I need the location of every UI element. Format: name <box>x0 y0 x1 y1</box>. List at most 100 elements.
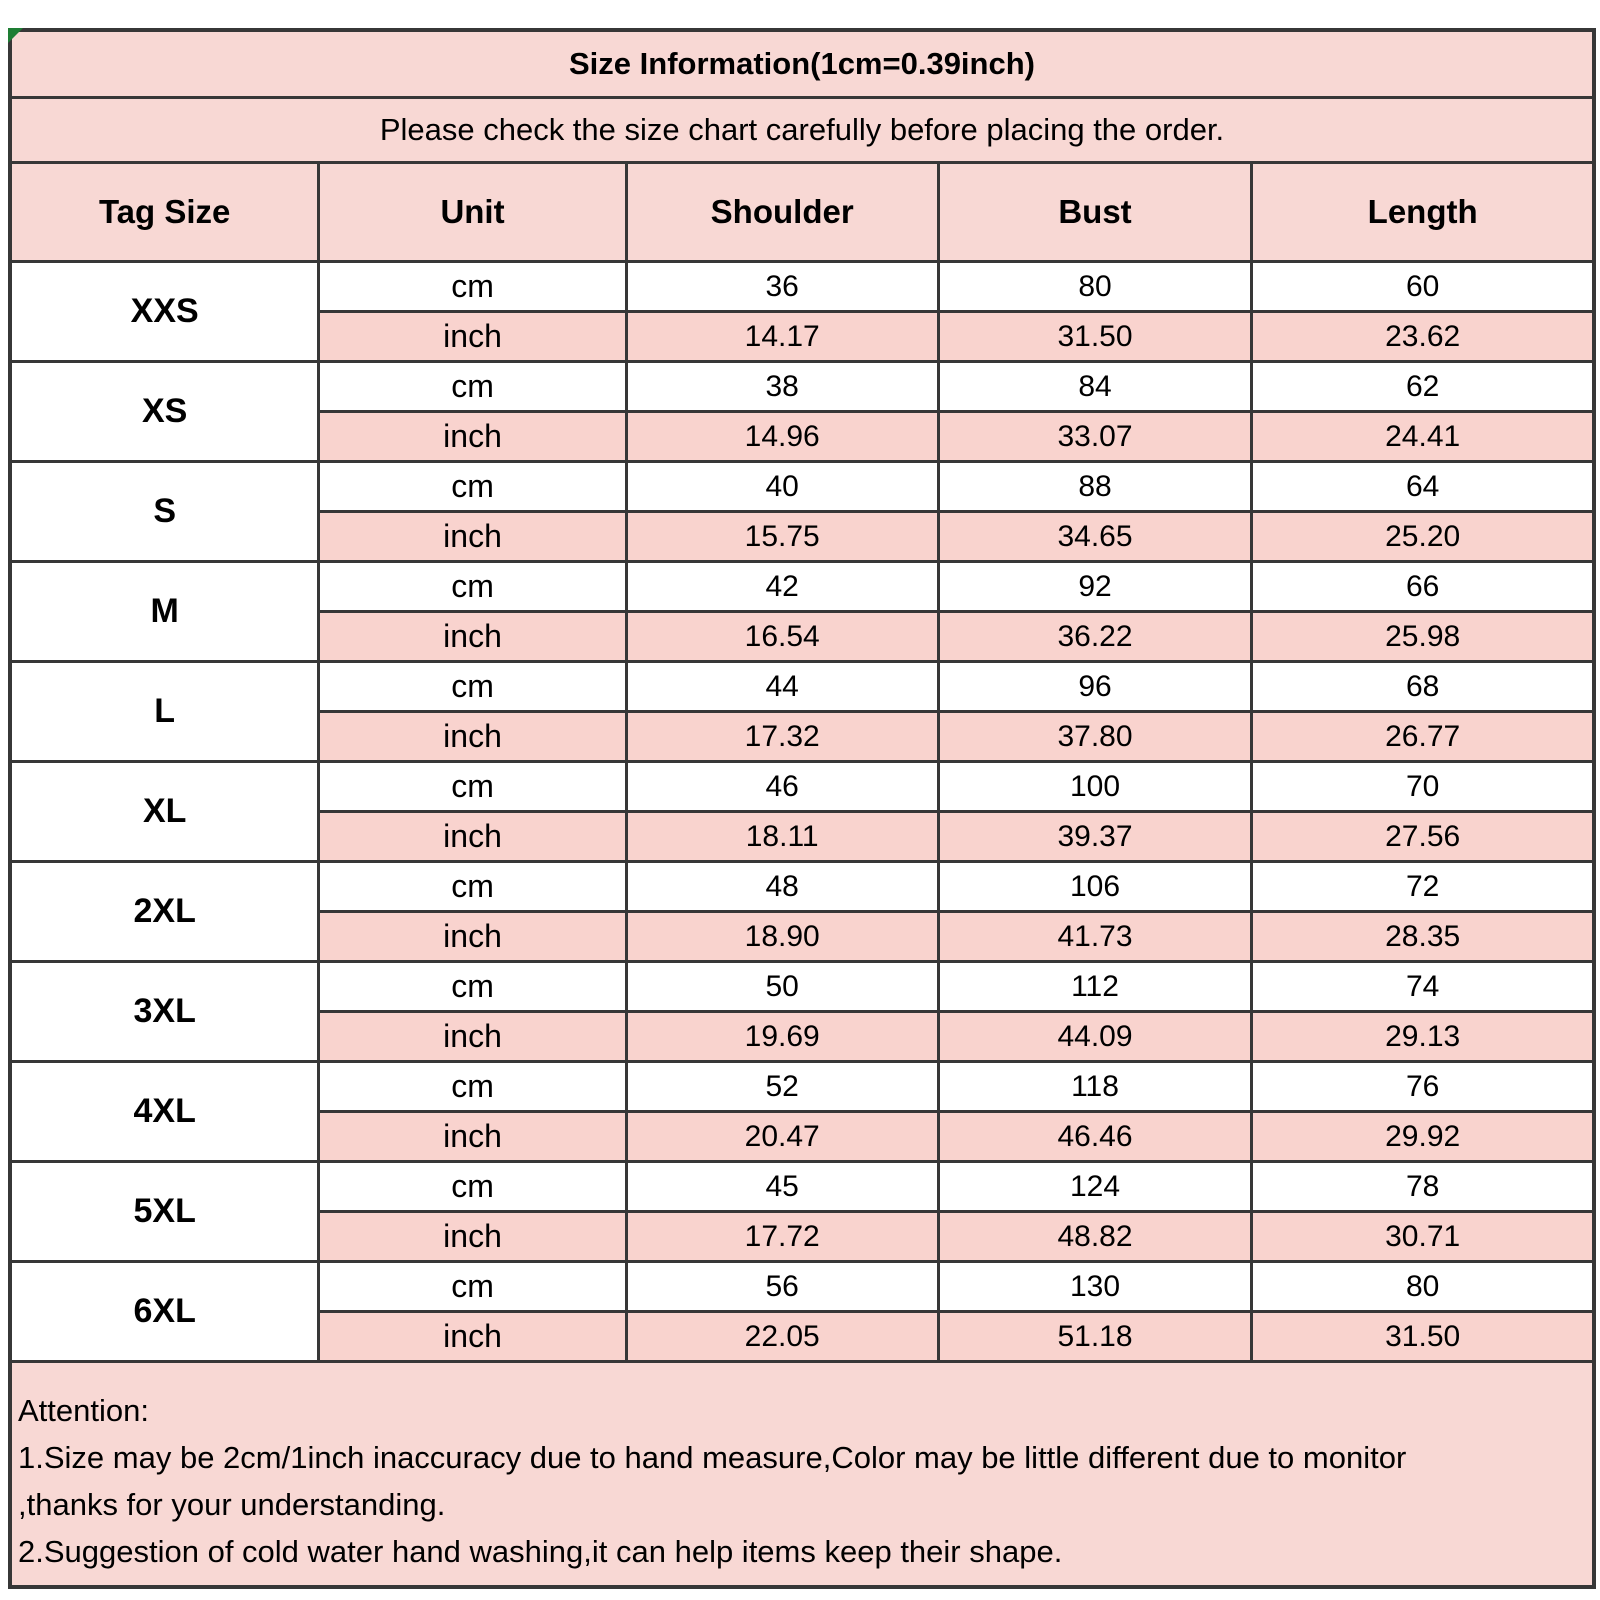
shoulder-inch-cell: 20.47 <box>624 1110 940 1163</box>
unit-inch-cell: inch <box>317 510 628 563</box>
bust-inch-cell: 31.50 <box>936 310 1254 363</box>
unit-cm-cell: cm <box>317 460 628 513</box>
shoulder-cm-cell: 40 <box>624 460 940 513</box>
length-inch-cell: 29.92 <box>1250 1110 1596 1163</box>
unit-inch-cell: inch <box>317 1210 628 1263</box>
size-row-cm: XXS cm 36 80 60 <box>8 260 1596 363</box>
shoulder-cm-cell: 45 <box>624 1160 940 1213</box>
bust-cm-cell: 124 <box>936 1160 1254 1213</box>
tag-size-cell: 6XL <box>8 1260 321 1363</box>
bust-inch-cell: 48.82 <box>936 1210 1254 1263</box>
length-cm-cell: 62 <box>1250 360 1596 413</box>
bust-cm-cell: 100 <box>936 760 1254 813</box>
title-row: Size Information(1cm=0.39inch) <box>8 28 1596 99</box>
tag-size-cell: 2XL <box>8 860 321 963</box>
size-row-inch: inch 14.17 31.50 23.62 <box>10 310 1596 363</box>
bust-cm-cell: 88 <box>936 460 1254 513</box>
size-row-inch: inch 18.11 39.37 27.56 <box>10 810 1596 863</box>
size-row-cm: L cm 44 96 68 <box>8 660 1596 763</box>
unit-cm-cell: cm <box>317 1060 628 1113</box>
shoulder-cm-cell: 48 <box>624 860 940 913</box>
tag-size-cell: 5XL <box>8 1160 321 1263</box>
length-inch-cell: 27.56 <box>1250 810 1596 863</box>
shoulder-cm-cell: 36 <box>624 260 940 313</box>
unit-cm-cell: cm <box>317 960 628 1013</box>
length-inch-cell: 25.20 <box>1250 510 1596 563</box>
length-cm-cell: 76 <box>1250 1060 1596 1113</box>
bust-inch-cell: 36.22 <box>936 610 1254 663</box>
unit-inch-cell: inch <box>317 1010 628 1063</box>
length-cm-cell: 70 <box>1250 760 1596 813</box>
bust-inch-cell: 39.37 <box>936 810 1254 863</box>
size-chart-sheet: Size Information(1cm=0.39inch) Please ch… <box>8 28 1596 1590</box>
size-row-cm: 3XL cm 50 112 74 <box>8 960 1596 1063</box>
size-row-inch: inch 20.47 46.46 29.92 <box>10 1110 1596 1163</box>
col-header-shoulder: Shoulder <box>624 161 940 263</box>
bust-inch-cell: 37.80 <box>936 710 1254 763</box>
length-inch-cell: 24.41 <box>1250 410 1596 463</box>
size-row-inch: inch 19.69 44.09 29.13 <box>10 1010 1596 1063</box>
size-row-cm: XS cm 38 84 62 <box>8 360 1596 463</box>
unit-cm-cell: cm <box>317 860 628 913</box>
shoulder-cm-cell: 42 <box>624 560 940 613</box>
bust-cm-cell: 96 <box>936 660 1254 713</box>
length-cm-cell: 66 <box>1250 560 1596 613</box>
shoulder-cm-cell: 44 <box>624 660 940 713</box>
tag-size-cell: 4XL <box>8 1060 321 1163</box>
bust-inch-cell: 51.18 <box>936 1310 1254 1363</box>
unit-inch-cell: inch <box>317 410 628 463</box>
shoulder-inch-cell: 14.17 <box>624 310 940 363</box>
shoulder-inch-cell: 22.05 <box>624 1310 940 1363</box>
tag-size-cell: S <box>8 460 321 563</box>
size-information-table: Size Information(1cm=0.39inch) Please ch… <box>8 28 1596 1590</box>
bust-inch-cell: 33.07 <box>936 410 1254 463</box>
size-row-cm: S cm 40 88 64 <box>8 460 1596 563</box>
length-inch-cell: 30.71 <box>1250 1210 1596 1263</box>
size-row-cm: 6XL cm 56 130 80 <box>8 1260 1596 1363</box>
unit-inch-cell: inch <box>317 1310 628 1363</box>
length-cm-cell: 78 <box>1250 1160 1596 1213</box>
size-row-cm: 2XL cm 48 106 72 <box>8 860 1596 963</box>
bust-cm-cell: 106 <box>936 860 1254 913</box>
attention-row: Attention: 1.Size may be 2cm/1inch inacc… <box>8 1360 1596 1589</box>
attention-line-2: ,thanks for your understanding. <box>18 1487 446 1523</box>
bust-cm-cell: 112 <box>936 960 1254 1013</box>
length-cm-cell: 72 <box>1250 860 1596 913</box>
size-row-cm: 5XL cm 45 124 78 <box>8 1160 1596 1263</box>
bust-cm-cell: 92 <box>936 560 1254 613</box>
length-cm-cell: 74 <box>1250 960 1596 1013</box>
size-row-inch: inch 14.96 33.07 24.41 <box>10 410 1596 463</box>
length-cm-cell: 64 <box>1250 460 1596 513</box>
size-row-inch: inch 18.90 41.73 28.35 <box>10 910 1596 963</box>
unit-cm-cell: cm <box>317 360 628 413</box>
attention-line-3: 2.Suggestion of cold water hand washing,… <box>18 1534 1063 1570</box>
bust-inch-cell: 34.65 <box>936 510 1254 563</box>
col-header-tag-size: Tag Size <box>8 161 321 263</box>
bust-cm-cell: 118 <box>936 1060 1254 1113</box>
table-header-row: Tag Size Unit Shoulder Bust Length <box>8 161 1596 263</box>
shoulder-inch-cell: 18.90 <box>624 910 940 963</box>
size-row-cm: M cm 42 92 66 <box>8 560 1596 663</box>
shoulder-inch-cell: 15.75 <box>624 510 940 563</box>
col-header-unit: Unit <box>317 161 628 263</box>
size-row-inch: inch 22.05 51.18 31.50 <box>10 1310 1596 1363</box>
bust-cm-cell: 80 <box>936 260 1254 313</box>
length-cm-cell: 68 <box>1250 660 1596 713</box>
length-inch-cell: 29.13 <box>1250 1010 1596 1063</box>
subtitle-row: Please check the size chart carefully be… <box>8 96 1596 164</box>
length-inch-cell: 31.50 <box>1250 1310 1596 1363</box>
length-inch-cell: 23.62 <box>1250 310 1596 363</box>
tag-size-cell: M <box>8 560 321 663</box>
length-inch-cell: 25.98 <box>1250 610 1596 663</box>
bust-inch-cell: 41.73 <box>936 910 1254 963</box>
shoulder-inch-cell: 17.72 <box>624 1210 940 1263</box>
bust-inch-cell: 46.46 <box>936 1110 1254 1163</box>
unit-cm-cell: cm <box>317 1260 628 1313</box>
bust-cm-cell: 84 <box>936 360 1254 413</box>
attention-line-1: 1.Size may be 2cm/1inch inaccuracy due t… <box>18 1440 1407 1476</box>
unit-inch-cell: inch <box>317 710 628 763</box>
page-subtitle: Please check the size chart carefully be… <box>8 96 1596 164</box>
unit-inch-cell: inch <box>317 810 628 863</box>
unit-inch-cell: inch <box>317 1110 628 1163</box>
bust-cm-cell: 130 <box>936 1260 1254 1313</box>
